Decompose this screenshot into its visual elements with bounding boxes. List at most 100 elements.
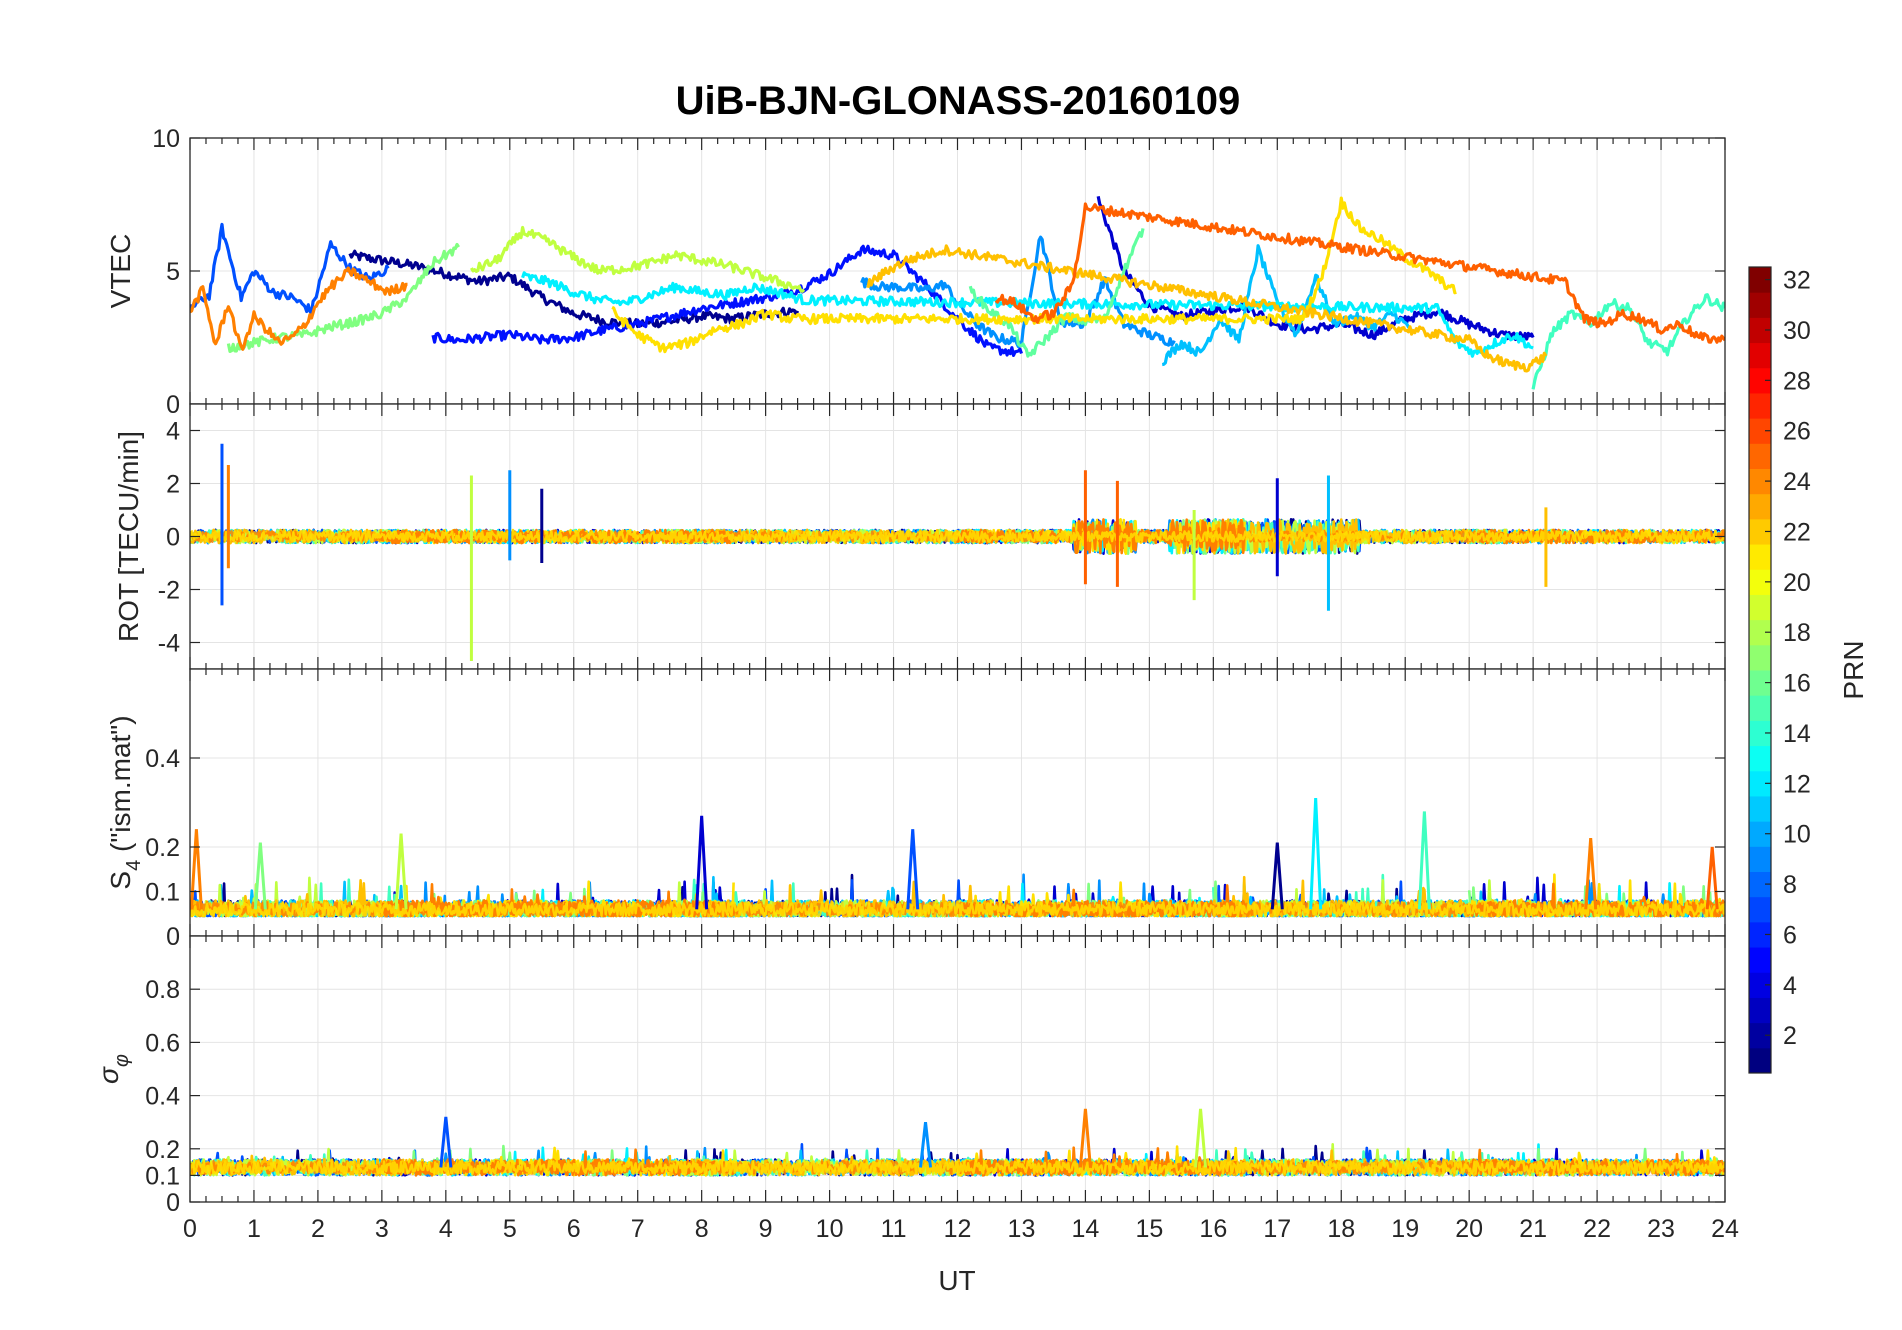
panel-s4-spike bbox=[190, 829, 203, 910]
colorbar-tick-label: 24 bbox=[1783, 468, 1811, 496]
colorbar-swatch bbox=[1749, 367, 1771, 394]
chart-title: UiB-BJN-GLONASS-20160109 bbox=[676, 79, 1241, 123]
panel-s4-spike bbox=[1270, 842, 1284, 910]
colorbar-swatch bbox=[1749, 972, 1771, 998]
x-tick-label: 19 bbox=[1391, 1215, 1419, 1243]
vtec-series-prn-17 bbox=[226, 242, 460, 353]
y-tick-label: 0.1 bbox=[145, 1162, 180, 1190]
panel-sigma-spike bbox=[919, 1122, 933, 1168]
colorbar-swatch bbox=[1749, 342, 1771, 369]
colorbar-tick-label: 18 bbox=[1783, 619, 1811, 647]
panel-sigma: 00.10.2 0.4 0.6 0.8 σφ bbox=[93, 935, 1726, 1217]
colorbar-swatch bbox=[1749, 267, 1771, 293]
panel-s4-trace bbox=[190, 901, 1725, 918]
vtec-series-prn-3 bbox=[1096, 195, 1535, 342]
colorbar-swatch bbox=[1749, 569, 1771, 595]
panel-rot-plot bbox=[190, 443, 1725, 662]
panel-sigma-plot bbox=[190, 1108, 1725, 1177]
colorbar-swatch bbox=[1749, 644, 1771, 671]
x-tick-label: 13 bbox=[1008, 1215, 1036, 1243]
x-tick-label: 2 bbox=[311, 1215, 325, 1243]
panel-s4: 0 0.1 0.2 0.4S4 ("ism.mat") bbox=[105, 668, 1726, 951]
colorbar-swatch bbox=[1749, 720, 1771, 747]
x-tick-label: 3 bbox=[375, 1215, 389, 1243]
colorbar-tick-label: 28 bbox=[1783, 367, 1811, 395]
x-tick-label: 5 bbox=[503, 1215, 517, 1243]
colorbar-swatch bbox=[1749, 947, 1771, 973]
panel-s4-spike bbox=[394, 833, 408, 910]
colorbar-swatch bbox=[1749, 745, 1771, 772]
colorbar-tick-label: 2 bbox=[1783, 1022, 1797, 1050]
colorbar-swatch bbox=[1749, 468, 1771, 495]
colorbar-swatch bbox=[1749, 770, 1771, 797]
y-tick-label: -2 bbox=[158, 577, 180, 605]
x-tick-label: 7 bbox=[631, 1215, 645, 1243]
panel-rot: -4 -2 0 2 4 ROT [TECU/min] bbox=[113, 403, 1726, 670]
vtec-series-prn-21 bbox=[611, 196, 1457, 354]
panel-rot-trace bbox=[190, 530, 1725, 543]
colorbar-swatch bbox=[1749, 846, 1771, 872]
y-tick-label: 0.1 bbox=[145, 879, 180, 907]
panel-vtec-plot bbox=[190, 195, 1725, 390]
panel-s4-spike bbox=[1417, 811, 1431, 910]
x-axis: 0 1 2 3 4 5 6 7 8 9 10 11 12 13 14 15 16 17 18 19 20 21 22 23 24 bbox=[183, 1215, 1739, 1243]
panel-s4-plot bbox=[190, 797, 1725, 918]
panel-s4-spike bbox=[695, 815, 709, 910]
colorbar-swatch bbox=[1749, 418, 1771, 444]
colorbar-tick-label: 6 bbox=[1783, 921, 1797, 949]
colorbar-tick-label: 16 bbox=[1783, 670, 1811, 698]
panel-sigma-trace bbox=[190, 1159, 1725, 1175]
x-tick-label: 18 bbox=[1327, 1215, 1355, 1243]
vtec-series-prn-19 bbox=[470, 225, 806, 293]
colorbar-swatch bbox=[1749, 695, 1771, 721]
x-tick-label: 1 bbox=[247, 1215, 261, 1243]
colorbar-tick-label: 4 bbox=[1783, 972, 1797, 1000]
y-tick-label: 0 bbox=[166, 524, 180, 552]
colorbar-swatch bbox=[1749, 997, 1771, 1024]
x-tick-label: 9 bbox=[759, 1215, 773, 1243]
colorbar-swatch bbox=[1749, 1047, 1771, 1074]
panel-sigma-spike bbox=[1194, 1108, 1208, 1168]
colorbar-tick-label: 22 bbox=[1783, 518, 1811, 546]
colorbar-tick-label: 30 bbox=[1783, 317, 1811, 345]
colorbar-swatch bbox=[1749, 392, 1771, 419]
colorbar-label: PRN bbox=[1838, 640, 1869, 699]
colorbar-swatch bbox=[1749, 493, 1771, 520]
x-tick-label: 10 bbox=[816, 1215, 844, 1243]
x-tick-label: 6 bbox=[567, 1215, 581, 1243]
colorbar-swatch bbox=[1749, 896, 1771, 923]
panel-sigma-y-label: σφ bbox=[93, 1054, 133, 1084]
x-tick-label: 4 bbox=[439, 1215, 453, 1243]
colorbar-swatch bbox=[1749, 317, 1771, 344]
x-tick-label: 14 bbox=[1072, 1215, 1100, 1243]
y-tick-label: 0.4 bbox=[145, 745, 180, 773]
x-axis-label: UT bbox=[938, 1265, 975, 1296]
y-tick-label: 0.2 bbox=[145, 1136, 180, 1164]
x-tick-label: 0 bbox=[183, 1215, 197, 1243]
x-tick-label: 16 bbox=[1199, 1215, 1227, 1243]
y-tick-label: 0 bbox=[166, 391, 180, 419]
colorbar-tick-label: 20 bbox=[1783, 569, 1811, 597]
vtec-series-prn-13 bbox=[521, 271, 1534, 358]
colorbar-swatch bbox=[1749, 443, 1771, 469]
y-tick-label: 0.6 bbox=[145, 1029, 180, 1057]
x-tick-label: 15 bbox=[1135, 1215, 1163, 1243]
y-tick-label: 2 bbox=[166, 471, 180, 499]
x-tick-label: 8 bbox=[695, 1215, 709, 1243]
y-tick-label: 4 bbox=[166, 418, 180, 446]
x-tick-label: 24 bbox=[1711, 1215, 1739, 1243]
panel-sigma-spike bbox=[1078, 1108, 1092, 1168]
colorbar-swatch bbox=[1749, 544, 1771, 570]
y-tick-label: 0 bbox=[166, 1189, 180, 1217]
panel-vtec: 0 5 10 VTEC bbox=[105, 125, 1726, 419]
panel-s4-y-label: S4 ("ism.mat") bbox=[105, 715, 145, 889]
panel-s4-spike bbox=[1584, 837, 1598, 910]
vtec-series-prn-22 bbox=[866, 244, 1548, 373]
colorbar-tick-label: 26 bbox=[1783, 418, 1811, 446]
panel-s4-spike bbox=[906, 829, 920, 910]
vtec-series-prn-24 bbox=[190, 266, 408, 351]
panel-vtec-y-label: VTEC bbox=[105, 234, 136, 309]
